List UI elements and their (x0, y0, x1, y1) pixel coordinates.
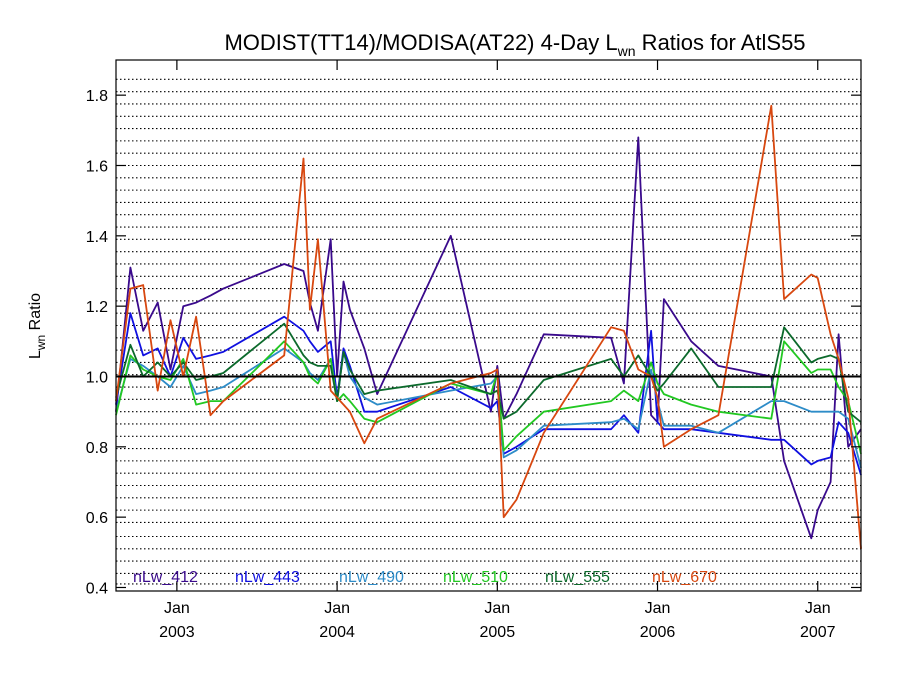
legend-entry-nlw-555: nLw_555 (545, 569, 610, 586)
y-axis-label: Lwn Ratio (27, 293, 48, 359)
x-tick-label-month: Jan (805, 600, 831, 617)
grid-lines (116, 78, 861, 585)
x-tick-label-month: Jan (645, 600, 671, 617)
chart-title: MODIST(TT14)/MODISA(AT22) 4-Day Lwn Rati… (224, 30, 805, 59)
y-tick-label: 1.4 (86, 229, 108, 246)
series-line-nlw-412 (115, 136, 862, 540)
legend-entry-nlw-443: nLw_443 (235, 569, 300, 586)
y-axis: 0.4 0.6 0.8 1.0 1.2 1.4 1.6 1.8 (86, 88, 861, 597)
series-line-nlw-670 (115, 104, 862, 549)
y-tick-label: 1.8 (86, 88, 108, 105)
x-tick-label-year: 2007 (800, 624, 836, 641)
series-lines (115, 104, 862, 549)
plot-frame (115, 59, 862, 592)
x-tick-label-year: 2003 (159, 624, 195, 641)
series-line-nlw-443 (115, 312, 862, 476)
y-tick-label: 0.4 (86, 580, 108, 597)
x-tick-label-month: Jan (324, 600, 350, 617)
y-tick-label: 1.2 (86, 299, 108, 316)
legend-entry-nlw-412: nLw_412 (133, 569, 198, 586)
legend-entry-nlw-490: nLw_490 (339, 569, 404, 586)
x-axis: Jan 2003 Jan 2004 Jan 2005 Jan 2006 Jan 2007 (159, 60, 836, 641)
y-tick-label: 0.8 (86, 440, 108, 457)
x-tick-label-month: Jan (484, 600, 510, 617)
legend: nLw_412 nLw_443 nLw_490 nLw_510 nLw_555 nLw_6… (133, 569, 717, 586)
x-tick-label-year: 2005 (480, 624, 516, 641)
x-tick-label-month: Jan (164, 600, 190, 617)
legend-entry-nlw-510: nLw_510 (443, 569, 508, 586)
series-line-nlw-490 (115, 347, 862, 469)
x-tick-label-year: 2006 (640, 624, 676, 641)
x-tick-label-year: 2004 (319, 624, 355, 641)
y-tick-label: 1.6 (86, 158, 108, 175)
y-tick-label: 0.6 (86, 510, 108, 527)
legend-entry-nlw-670: nLw_670 (652, 569, 717, 586)
y-tick-label: 1.0 (86, 369, 108, 386)
